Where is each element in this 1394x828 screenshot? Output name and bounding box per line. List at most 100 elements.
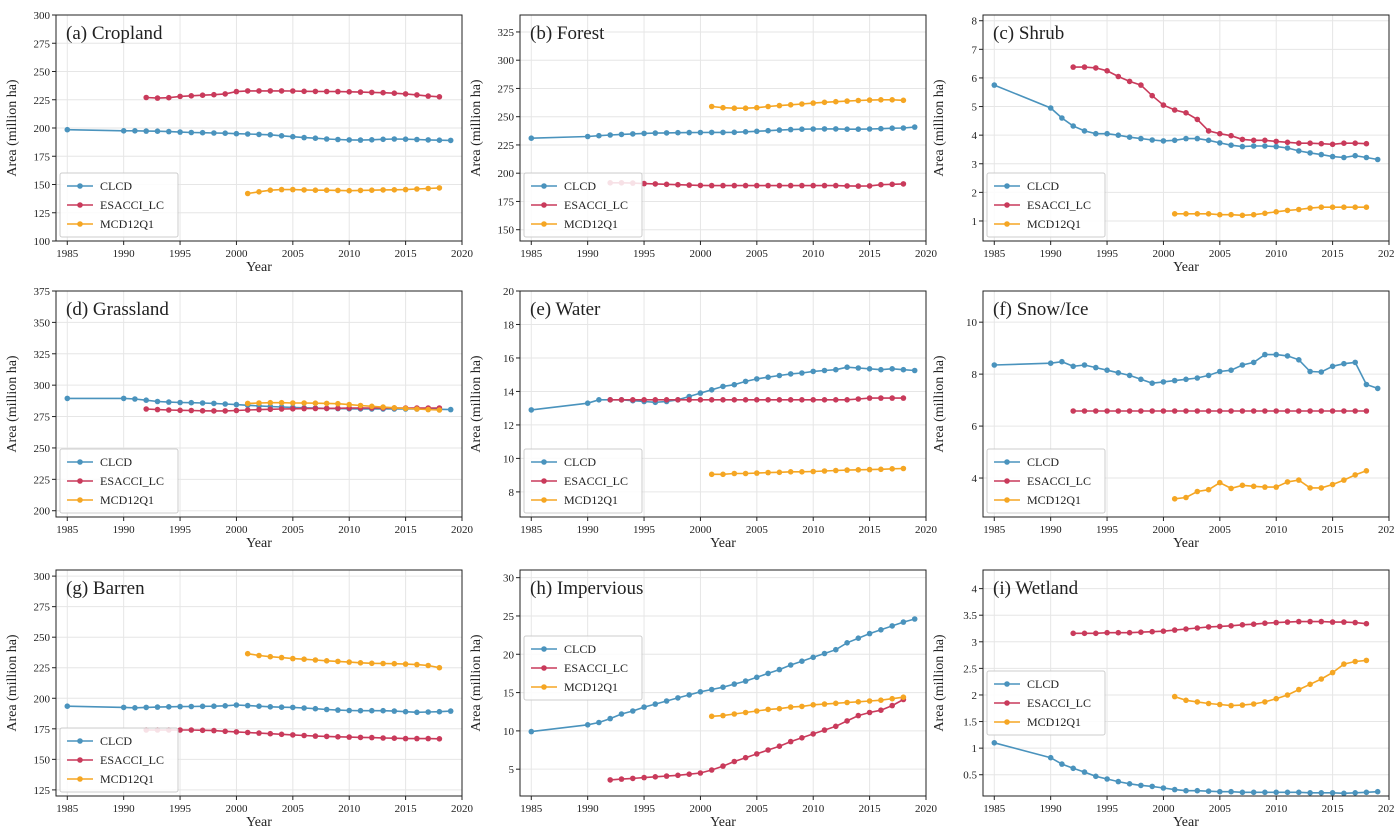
data-point	[199, 400, 206, 406]
data-point	[1171, 211, 1178, 217]
series-line-mcd12q1	[1174, 659, 1367, 707]
data-point	[222, 91, 228, 97]
y-tick-label: 10	[966, 317, 978, 329]
data-point	[346, 137, 353, 143]
legend-marker	[541, 459, 547, 465]
legend: CLCD ESACCI_LC MCD12Q1	[986, 670, 1106, 736]
legend-label: ESACCI_LC	[564, 661, 628, 675]
x-tick-label: 1990	[1040, 803, 1063, 815]
data-point	[1194, 488, 1201, 495]
data-point	[1250, 211, 1257, 218]
legend-label: MCD12Q1	[564, 680, 618, 694]
data-point	[357, 402, 364, 409]
data-point	[833, 98, 839, 105]
x-axis-label: Year	[246, 815, 272, 828]
panel-title: (f) Snow/Ice	[993, 299, 1089, 320]
data-point	[244, 650, 251, 657]
data-point	[323, 733, 330, 740]
series-line-clcd	[993, 84, 1378, 161]
data-point	[889, 181, 895, 188]
data-point	[154, 95, 161, 101]
series-line-mcd12q1	[247, 652, 440, 669]
data-point	[776, 666, 783, 673]
y-tick-label: 7	[972, 44, 978, 56]
data-point	[1262, 484, 1268, 490]
data-point	[391, 660, 398, 667]
data-point	[335, 400, 341, 407]
data-point	[132, 396, 138, 402]
data-point	[1228, 408, 1234, 414]
data-point	[1284, 145, 1291, 151]
data-point	[855, 126, 862, 132]
data-point	[1081, 362, 1088, 368]
data-point	[380, 660, 386, 667]
data-point	[1194, 787, 1201, 794]
data-point	[1329, 790, 1336, 796]
data-point	[335, 136, 341, 143]
data-point	[369, 137, 375, 143]
data-point	[742, 709, 749, 716]
data-point	[663, 773, 670, 779]
data-point	[1296, 789, 1302, 796]
data-point	[675, 181, 681, 188]
data-point	[1307, 205, 1313, 211]
data-point	[1239, 702, 1246, 708]
data-point	[154, 398, 161, 405]
legend-label: MCD12Q1	[100, 493, 154, 507]
x-tick-label: 1990	[577, 524, 600, 536]
data-point	[402, 91, 409, 97]
data-point	[256, 189, 262, 195]
data-point	[810, 100, 816, 106]
data-point	[312, 135, 319, 141]
data-point	[1138, 782, 1144, 789]
data-point	[335, 405, 341, 412]
data-point	[402, 708, 409, 715]
y-tick-label: 300	[34, 380, 51, 392]
data-point	[1273, 695, 1279, 702]
data-point	[1239, 482, 1246, 489]
data-point	[754, 470, 760, 476]
data-point	[1296, 206, 1302, 213]
legend-label: ESACCI_LC	[1027, 198, 1091, 212]
data-point	[844, 718, 850, 724]
x-tick-label: 2015	[859, 524, 882, 536]
y-tick-label: 1.5	[963, 717, 977, 729]
data-point	[821, 99, 828, 106]
data-point	[855, 467, 862, 473]
data-point	[1341, 154, 1347, 161]
data-point	[414, 186, 420, 192]
data-point	[855, 712, 862, 719]
data-point	[810, 731, 816, 737]
data-point	[323, 187, 330, 193]
data-point	[1183, 211, 1189, 217]
data-point	[278, 399, 285, 406]
x-tick-label: 2000	[1152, 803, 1175, 815]
series-line-mcd12q1	[247, 187, 440, 195]
data-point	[1284, 408, 1291, 414]
data-point	[1329, 481, 1336, 488]
data-point	[900, 465, 907, 472]
data-point	[1329, 363, 1336, 370]
x-tick-label: 2010	[338, 248, 361, 260]
data-point	[697, 689, 704, 695]
x-tick-label: 2000	[225, 524, 248, 536]
x-tick-label: 2010	[802, 524, 825, 536]
data-point	[323, 136, 330, 142]
data-point	[708, 182, 715, 189]
legend-box	[59, 727, 179, 793]
data-point	[199, 703, 206, 710]
data-point	[166, 94, 172, 101]
data-point	[1093, 408, 1099, 414]
legend-marker	[541, 221, 547, 227]
data-point	[1205, 788, 1212, 794]
data-point	[278, 88, 285, 94]
data-point	[866, 466, 873, 473]
data-point	[821, 126, 828, 132]
data-point	[290, 133, 296, 140]
y-tick-label: 250	[498, 112, 515, 124]
data-point	[1352, 658, 1358, 665]
data-point	[686, 397, 692, 403]
data-point	[1262, 143, 1268, 149]
data-point	[301, 656, 307, 662]
data-point	[1171, 693, 1178, 700]
